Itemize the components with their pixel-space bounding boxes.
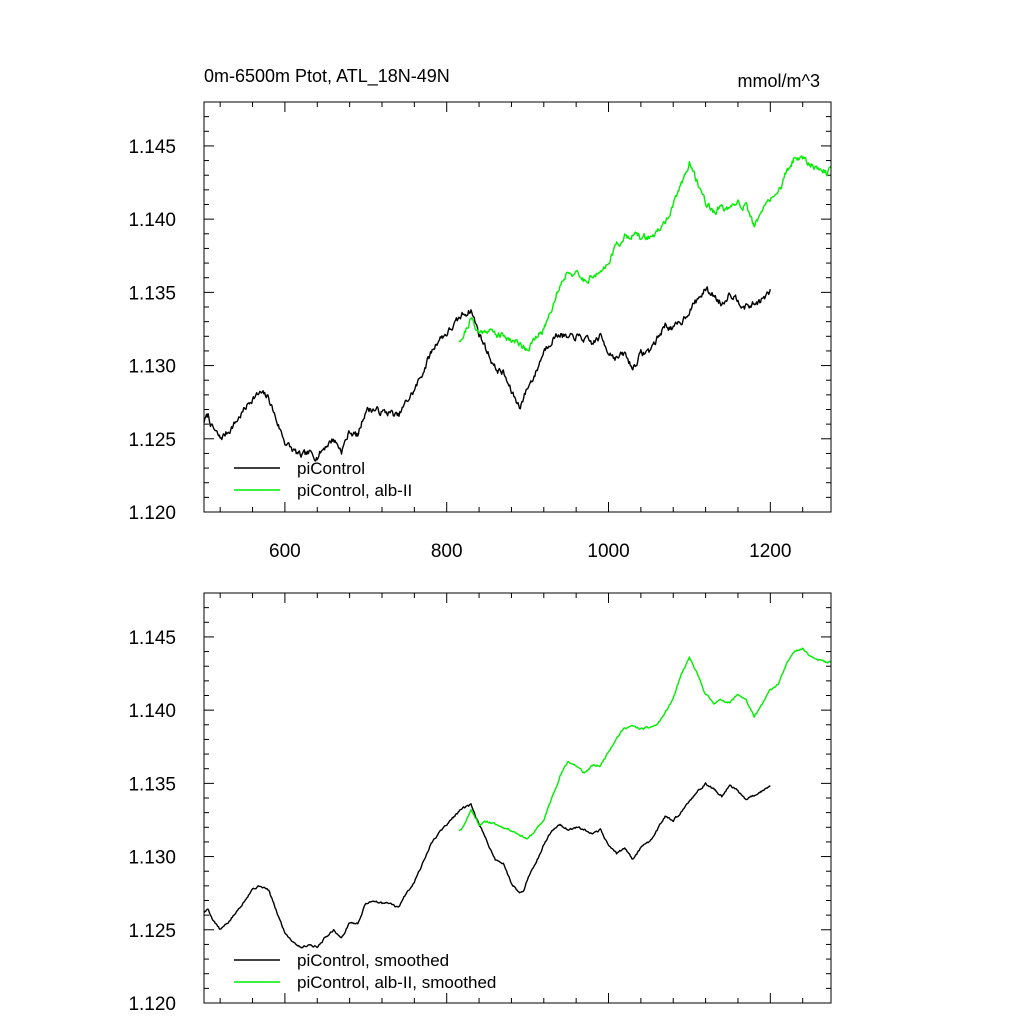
y-tick-label: 1.130 — [128, 357, 176, 378]
x-tick-label: 800 — [431, 541, 463, 562]
units-label: mmol/m^3 — [738, 71, 820, 91]
x-tick-label: 1200 — [749, 541, 791, 562]
series-line-control — [203, 782, 771, 949]
axes-bottom: 1.120 1.125 1.130 1.135 1.140 1.145 — [128, 592, 831, 1015]
y-tick-label: 1.145 — [128, 628, 176, 649]
series-line-control — [203, 286, 771, 462]
series-line-alb — [458, 647, 832, 840]
series-top — [203, 155, 832, 462]
y-tick-label: 1.135 — [128, 283, 176, 304]
axes-top: 1.120 1.125 1.130 1.135 1.140 1.145 600 800 1000… — [128, 101, 831, 562]
legend-label: piControl, alb-II — [297, 481, 412, 500]
y-tick-label: 1.130 — [128, 848, 176, 869]
series-line-alb — [458, 155, 832, 352]
legend-label: piControl, alb-II, smoothed — [297, 973, 496, 992]
top-panel: 0m-6500m Ptot, ATL_18N-49N mmol/m^3 1.12… — [128, 66, 832, 562]
plot-frame-bottom — [203, 592, 832, 1004]
y-tick-label: 1.135 — [128, 774, 176, 795]
x-tick-label: 1000 — [587, 541, 629, 562]
y-tick-label: 1.125 — [128, 430, 176, 451]
y-tick-label: 1.145 — [128, 137, 176, 158]
legend-top: piControl piControl, alb-II — [234, 459, 412, 500]
plot-frame-top — [203, 101, 832, 513]
y-tick-label: 1.120 — [128, 503, 176, 524]
chart-title: 0m-6500m Ptot, ATL_18N-49N — [204, 66, 450, 87]
legend-label: piControl — [297, 459, 365, 478]
legend-label: piControl, smoothed — [297, 951, 449, 970]
series-bottom — [203, 647, 832, 949]
y-tick-label: 1.140 — [128, 701, 176, 722]
y-tick-label: 1.125 — [128, 921, 176, 942]
y-tick-label: 1.120 — [128, 994, 176, 1015]
legend-bottom: piControl, smoothed piControl, alb-II, sm… — [234, 951, 496, 992]
bottom-panel: 1.120 1.125 1.130 1.135 1.140 1.145 piControl… — [128, 592, 832, 1015]
x-tick-label: 600 — [269, 541, 301, 562]
y-tick-label: 1.140 — [128, 210, 176, 231]
